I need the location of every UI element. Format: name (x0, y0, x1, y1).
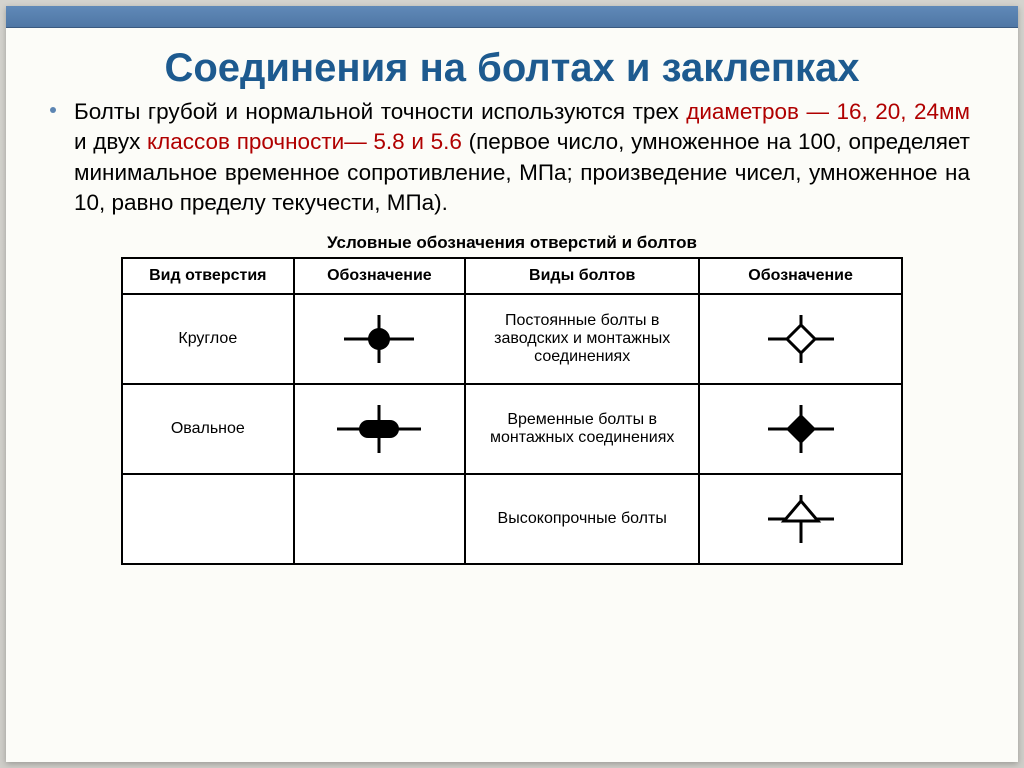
table-header-row: Вид отверстия Обозначение Виды болтов Об… (122, 258, 902, 294)
para-hl1: диаметров — 16, 20, 24мм (686, 99, 970, 124)
table-row: Высокопрочные болты (122, 474, 902, 564)
slide: Соединения на болтах и заклепках Болты г… (6, 6, 1018, 762)
table-row: Овальное Временные болты в монтажных сое… (122, 384, 902, 474)
round-hole-icon (334, 309, 424, 369)
oval-hole-icon (329, 399, 429, 459)
th-bolt-symbol: Обозначение (699, 258, 902, 294)
temporary-bolt-icon (756, 399, 846, 459)
th-hole-type: Вид отверстия (122, 258, 294, 294)
table-caption: Условные обозначения отверстий и болтов (121, 233, 903, 253)
highstrength-bolt-icon (756, 489, 846, 549)
permanent-bolt-icon (756, 309, 846, 369)
th-hole-symbol: Обозначение (294, 258, 466, 294)
cell-hole-type-empty (122, 474, 294, 564)
cell-bolt-type: Временные болты в монтажных соединениях (465, 384, 699, 474)
cell-hole-symbol-oval (294, 384, 466, 474)
cell-bolt-type: Постоянные болты в заводских и монтажных… (465, 294, 699, 384)
cell-hole-type: Круглое (122, 294, 294, 384)
cell-bolt-symbol-permanent (699, 294, 902, 384)
symbols-table-wrap: Условные обозначения отверстий и болтов … (121, 233, 903, 565)
cell-hole-symbol-empty (294, 474, 466, 564)
cell-bolt-type: Высокопрочные болты (465, 474, 699, 564)
cell-bolt-symbol-highstrength (699, 474, 902, 564)
table-row: Круглое Постоянные болты в заводских и м… (122, 294, 902, 384)
cell-hole-symbol-round (294, 294, 466, 384)
cell-bolt-symbol-temporary (699, 384, 902, 474)
bullet-icon (50, 107, 56, 113)
para-hl2: классов прочности— 5.8 и 5.6 (147, 129, 462, 154)
para-part1: Болты грубой и нормальной точности испол… (74, 99, 686, 124)
para-part2: и двух (74, 129, 147, 154)
top-accent-bar (6, 6, 1018, 28)
cell-hole-type: Овальное (122, 384, 294, 474)
th-bolt-type: Виды болтов (465, 258, 699, 294)
symbols-table: Вид отверстия Обозначение Виды болтов Об… (121, 257, 903, 565)
body-paragraph: Болты грубой и нормальной точности испол… (6, 97, 1018, 219)
slide-title: Соединения на болтах и заклепках (6, 46, 1018, 91)
